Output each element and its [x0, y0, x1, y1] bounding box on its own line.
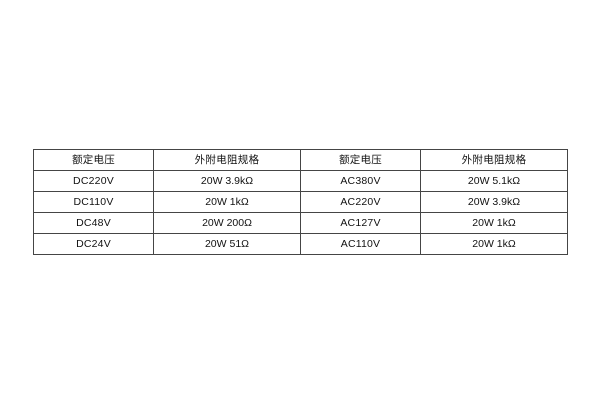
- table-row: DC24V 20W 51Ω AC110V 20W 1kΩ: [33, 233, 568, 255]
- table-row: DC48V 20W 200Ω AC127V 20W 1kΩ: [33, 212, 568, 234]
- cell-rated-voltage-ac: AC220V: [300, 191, 421, 213]
- column-header-rated-voltage-ac: 额定电压: [300, 149, 421, 171]
- column-header-external-resistor-ac: 外附电阻规格: [420, 149, 568, 171]
- cell-external-resistor-ac: 20W 5.1kΩ: [420, 170, 568, 192]
- spec-table-container: 额定电压 外附电阻规格 额定电压 外附电阻规格 DC220V 20W 3.9kΩ…: [33, 149, 568, 255]
- table-header: 额定电压 外附电阻规格 额定电压 外附电阻规格: [33, 149, 568, 171]
- cell-rated-voltage-dc: DC48V: [33, 212, 154, 234]
- table-row: DC110V 20W 1kΩ AC220V 20W 3.9kΩ: [33, 191, 568, 213]
- cell-rated-voltage-dc: DC220V: [33, 170, 154, 192]
- table-row: DC220V 20W 3.9kΩ AC380V 20W 5.1kΩ: [33, 170, 568, 192]
- cell-external-resistor-dc: 20W 3.9kΩ: [153, 170, 301, 192]
- cell-external-resistor-dc: 20W 200Ω: [153, 212, 301, 234]
- cell-rated-voltage-ac: AC110V: [300, 233, 421, 255]
- cell-external-resistor-ac: 20W 1kΩ: [420, 233, 568, 255]
- rated-voltage-external-resistor-spec-table: 额定电压 外附电阻规格 额定电压 外附电阻规格 DC220V 20W 3.9kΩ…: [33, 149, 568, 255]
- cell-rated-voltage-ac: AC380V: [300, 170, 421, 192]
- cell-external-resistor-ac: 20W 1kΩ: [420, 212, 568, 234]
- column-header-rated-voltage-dc: 额定电压: [33, 149, 154, 171]
- cell-rated-voltage-ac: AC127V: [300, 212, 421, 234]
- table-header-row: 额定电压 外附电阻规格 额定电压 外附电阻规格: [33, 149, 568, 171]
- cell-rated-voltage-dc: DC24V: [33, 233, 154, 255]
- cell-external-resistor-dc: 20W 1kΩ: [153, 191, 301, 213]
- cell-rated-voltage-dc: DC110V: [33, 191, 154, 213]
- table-body: DC220V 20W 3.9kΩ AC380V 20W 5.1kΩ DC110V…: [33, 170, 568, 255]
- column-header-external-resistor-dc: 外附电阻规格: [153, 149, 301, 171]
- cell-external-resistor-ac: 20W 3.9kΩ: [420, 191, 568, 213]
- cell-external-resistor-dc: 20W 51Ω: [153, 233, 301, 255]
